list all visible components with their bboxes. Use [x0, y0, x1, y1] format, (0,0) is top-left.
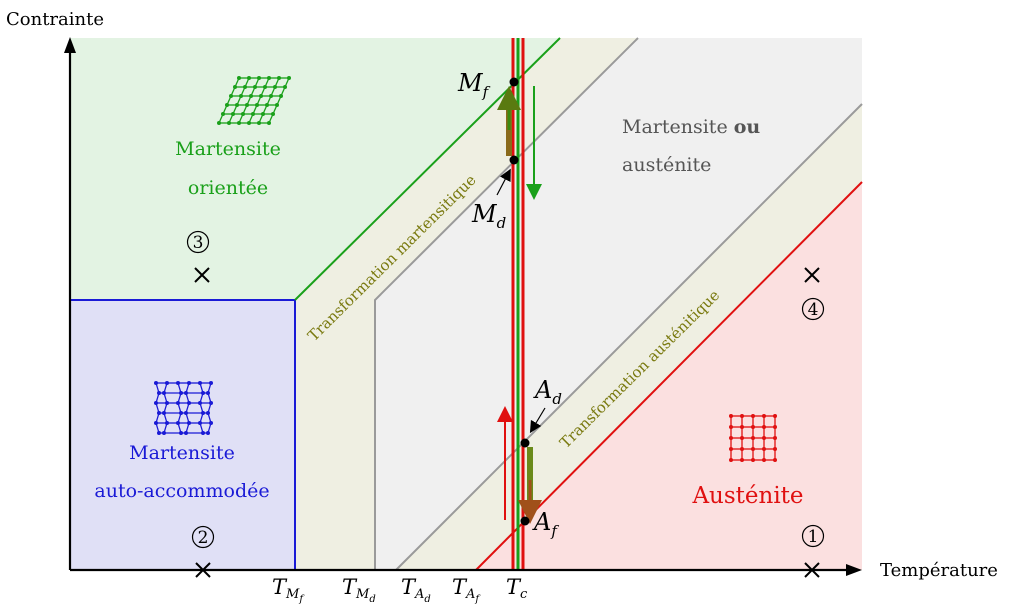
self-label-2: auto-accommodée — [94, 480, 269, 502]
oriented-label-2: orientée — [188, 177, 268, 199]
point-mf — [509, 77, 519, 87]
either-phase-region — [375, 38, 862, 570]
point-md — [509, 155, 519, 165]
point-af — [520, 516, 530, 526]
svg-text:2: 2 — [198, 528, 209, 548]
md-pointer — [496, 168, 511, 196]
label-ad: Ad — [533, 376, 562, 408]
tick-taf: TAf — [452, 575, 481, 605]
ad-pointer — [529, 407, 546, 434]
svg-text:3: 3 — [193, 233, 204, 253]
label-mf: Mf — [457, 69, 491, 101]
tick-tad: TAd — [401, 575, 431, 605]
state-3-marker: 3 — [186, 230, 210, 283]
austenite-lattice-icon — [729, 414, 777, 462]
austenite-label: Austénite — [691, 483, 803, 509]
svg-text:4: 4 — [808, 300, 819, 320]
martensitic-band — [295, 38, 638, 570]
oriented-label-1: Martensite — [175, 138, 281, 160]
self-accommodated-region — [70, 300, 295, 570]
y-axis-arrowhead — [64, 37, 76, 53]
svg-text:1: 1 — [808, 527, 819, 547]
state-1-marker: 1 — [801, 524, 825, 578]
oriented-lattice-icon — [217, 76, 291, 125]
reverse-transform-bar — [527, 447, 533, 503]
either-label-2: austénite — [622, 154, 711, 176]
label-af: Af — [532, 508, 559, 540]
point-ad — [520, 438, 530, 448]
self-accommodated-lattice-icon — [154, 381, 213, 435]
self-label-1: Martensite — [129, 442, 235, 464]
oriented-martensite-region — [70, 38, 560, 300]
tick-tmd: TMd — [342, 575, 376, 605]
y-axis-label: Contrainte — [6, 9, 104, 30]
tick-tc: Tc — [506, 575, 528, 602]
gray-boundary-ad — [395, 103, 863, 571]
gray-boundary-md — [374, 37, 639, 570]
either-label-1: Martensite ou — [622, 116, 760, 138]
tick-tmf: TMf — [272, 575, 305, 605]
state-2-marker: 2 — [191, 525, 215, 578]
state-4-marker: 4 — [801, 267, 825, 321]
lattice-icons — [154, 76, 777, 462]
x-axis-label: Température — [880, 560, 998, 581]
x-axis-arrowhead — [846, 564, 862, 576]
label-md: Md — [471, 200, 506, 232]
